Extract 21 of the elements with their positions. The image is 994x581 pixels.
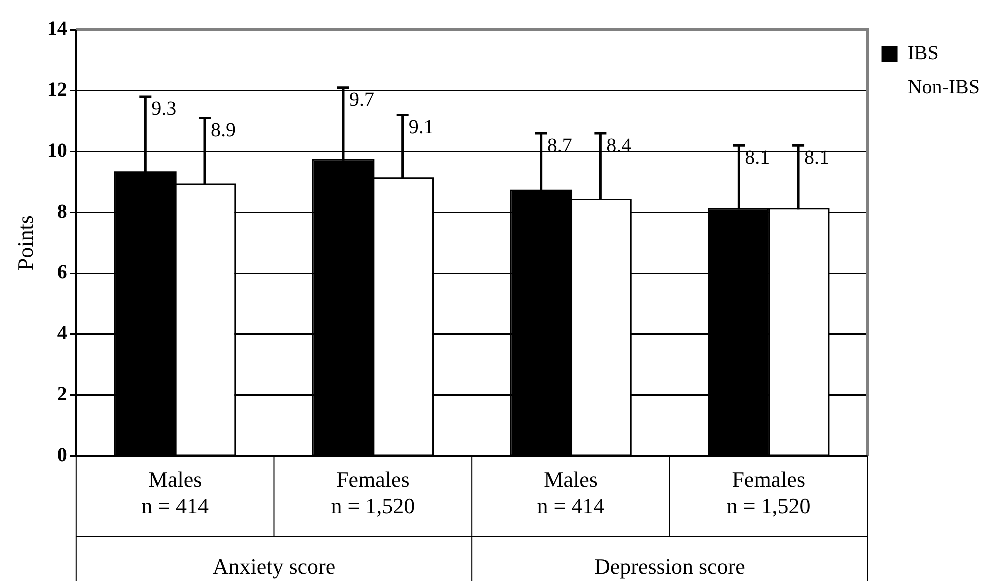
y-tick-label: 6 — [57, 262, 68, 284]
legend-label: IBS — [908, 42, 939, 64]
y-tick-label: 14 — [47, 18, 68, 40]
x-tick-label: Males n = 414 — [142, 467, 210, 519]
y-axis-title: Points — [12, 216, 38, 271]
x-tick-label: Females n = 1,520 — [726, 467, 811, 519]
x-tick-label: Males n = 414 — [537, 467, 605, 519]
text: Anxiety score — [212, 554, 336, 579]
text: Non-IBS — [908, 76, 980, 98]
y-tick-label: 10 — [47, 140, 68, 162]
data-label: 9.7 — [349, 89, 374, 112]
text: Depression score — [594, 554, 746, 579]
y-tick-label: 8 — [57, 200, 68, 223]
data-label: 8.9 — [211, 120, 236, 142]
y-tick-label: 0 — [57, 444, 68, 466]
y-tick-label: 12 — [47, 79, 68, 102]
x-tick-label: Females n = 1,520 — [331, 467, 416, 519]
y-tick-label: 4 — [57, 322, 68, 345]
data-label: 9.3 — [152, 98, 177, 120]
data-label: 9.1 — [408, 116, 434, 138]
y-tick-label: 2 — [57, 383, 68, 406]
